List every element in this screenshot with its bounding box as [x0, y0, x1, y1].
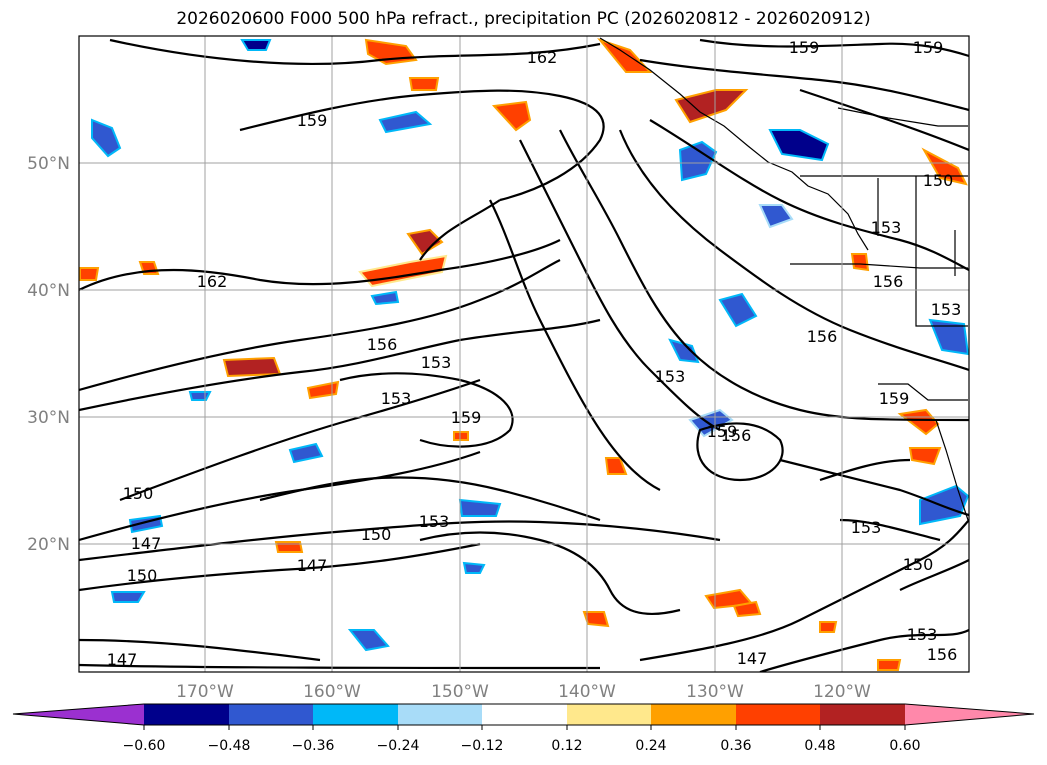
colorbar-segment	[820, 704, 905, 725]
lat-label-50n: 50°N	[27, 154, 70, 174]
colorbar-segment	[651, 704, 736, 725]
lat-label-20n: 20°N	[27, 535, 70, 555]
colorbar-segment	[229, 704, 313, 725]
colorbar-tick-label: 0.24	[635, 738, 666, 754]
map-border	[78, 35, 970, 673]
graticule	[79, 36, 969, 672]
contour-label: 156	[873, 272, 904, 291]
contour-label: 162	[527, 48, 558, 67]
lon-label-140w: 140°W	[558, 682, 616, 702]
colorbar-tick-label: −0.48	[208, 738, 251, 754]
colorbar-segment	[398, 704, 482, 725]
coastline	[599, 37, 969, 521]
contour-label: 147	[131, 534, 162, 553]
lon-label-130w: 130°W	[686, 682, 744, 702]
contour-label: 162	[197, 272, 228, 291]
contour-label: 150	[923, 171, 954, 190]
contour-label: 159	[789, 38, 820, 57]
contour-label: 147	[297, 556, 328, 575]
contour-label: 153	[931, 300, 962, 319]
contour-label: 159	[707, 422, 738, 441]
contour-label: 150	[127, 566, 158, 585]
colorbar-segment	[736, 704, 820, 725]
map-title: 2026020600 F000 500 hPa refract., precip…	[176, 9, 871, 29]
colorbar-tick-label: 0.12	[551, 738, 582, 754]
contour-labels: 162 159 159 159 150 162 156 153 153 159 …	[107, 38, 962, 669]
lat-label-30n: 30°N	[27, 408, 70, 428]
contour-label: 150	[123, 484, 154, 503]
contour-label: 150	[903, 555, 934, 574]
contour-label: 156	[721, 426, 752, 445]
contour-label: 156	[807, 327, 838, 346]
contour-label: 159	[297, 111, 328, 130]
contour-label: 153	[655, 367, 686, 386]
lon-label-170w: 170°W	[176, 682, 234, 702]
colorbar-tick-label: −0.24	[377, 738, 420, 754]
precipitation-shading	[79, 37, 969, 671]
contour-label: 150	[361, 525, 392, 544]
contour-label: 159	[451, 408, 482, 427]
lon-label-150w: 150°W	[431, 682, 489, 702]
contour-label: 147	[107, 650, 138, 669]
contour-label: 159	[913, 38, 944, 57]
colorbar-segment	[144, 704, 229, 725]
contour-label: 159	[879, 389, 910, 408]
colorbar-tick-label: −0.60	[123, 738, 166, 754]
colorbar-tick-label: 0.48	[804, 738, 835, 754]
colorbar-extend-high	[905, 704, 1034, 725]
refractivity-contours	[79, 38, 969, 672]
lat-label-40n: 40°N	[27, 281, 70, 301]
contour-label: 153	[381, 389, 412, 408]
colorbar-tick-label: 0.36	[720, 738, 751, 754]
contour-label: 153	[907, 625, 938, 644]
contour-label: 153	[871, 218, 902, 237]
colorbar-extend-low	[13, 704, 144, 725]
lon-label-160w: 160°W	[303, 682, 361, 702]
map-area	[79, 36, 969, 672]
colorbar-segment	[567, 704, 651, 725]
colorbar: −0.60 −0.48 −0.36 −0.24 −0.12 0.12 0.24 …	[12, 703, 1035, 754]
lon-label-120w: 120°W	[813, 682, 871, 702]
colorbar-tick-label: −0.12	[461, 738, 504, 754]
contour-label: 153	[421, 353, 452, 372]
colorbar-tick-label: 0.60	[889, 738, 920, 754]
colorbar-segment	[313, 704, 398, 725]
colorbar-tick-label: −0.36	[292, 738, 335, 754]
colorbar-segment	[482, 704, 567, 725]
contour-label: 147	[737, 649, 768, 668]
contour-label: 156	[927, 645, 958, 664]
contour-label: 156	[367, 335, 398, 354]
contour-label: 153	[419, 512, 450, 531]
contour-label: 153	[851, 518, 882, 537]
